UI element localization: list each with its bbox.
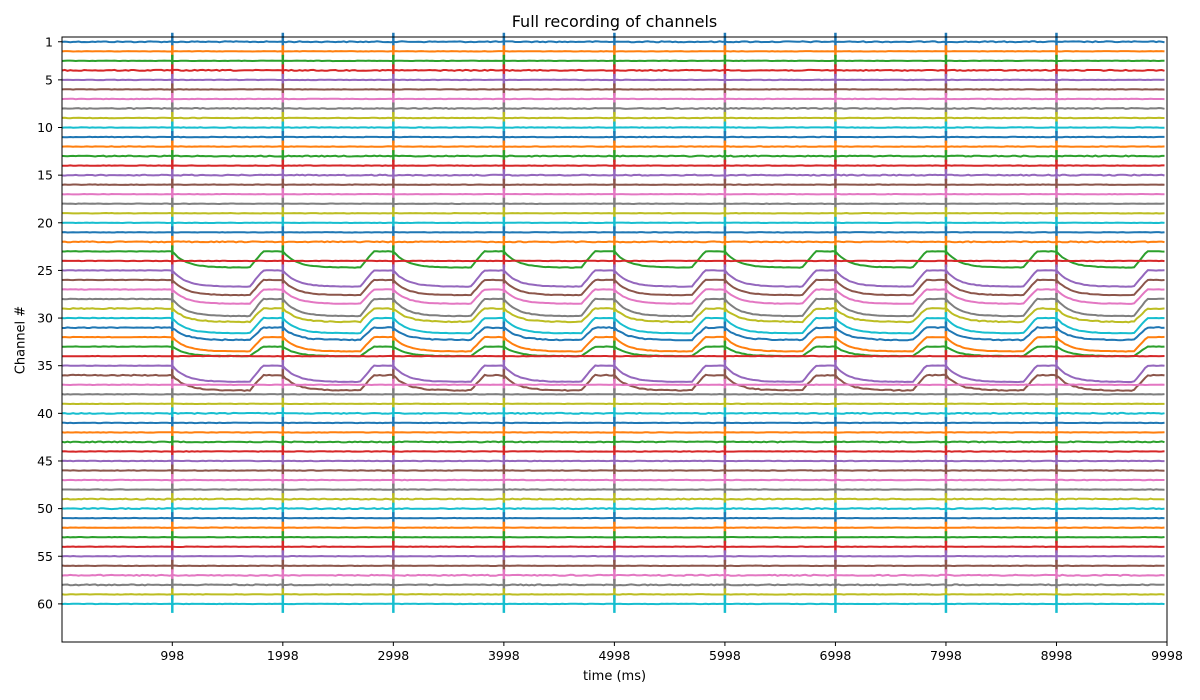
y-tick-label: 1 bbox=[45, 34, 53, 49]
x-tick-label: 8998 bbox=[1041, 648, 1073, 663]
y-tick-label: 20 bbox=[37, 215, 53, 230]
y-tick-label: 60 bbox=[37, 596, 53, 611]
x-tick-label: 6998 bbox=[820, 648, 852, 663]
x-tick-label: 7998 bbox=[930, 648, 962, 663]
y-tick-label: 55 bbox=[37, 549, 53, 564]
y-tick-label: 45 bbox=[37, 453, 53, 468]
y-tick-label: 30 bbox=[37, 311, 53, 326]
chart-title: Full recording of channels bbox=[511, 12, 718, 31]
y-axis-label: Channel # bbox=[13, 305, 29, 375]
y-tick-label: 25 bbox=[37, 263, 53, 278]
x-tick-label: 998 bbox=[160, 648, 184, 663]
x-tick-label: 1998 bbox=[267, 648, 299, 663]
x-tick-label: 9998 bbox=[1151, 648, 1183, 663]
y-tick-label: 35 bbox=[37, 358, 53, 373]
x-tick-label: 4998 bbox=[598, 648, 630, 663]
y-tick-label: 5 bbox=[45, 72, 53, 87]
y-tick-label: 10 bbox=[37, 120, 53, 135]
x-tick-label: 2998 bbox=[377, 648, 409, 663]
x-axis-label: time (ms) bbox=[582, 669, 647, 684]
y-tick-label: 50 bbox=[37, 501, 53, 516]
x-tick-label: 5998 bbox=[709, 648, 741, 663]
y-tick-label: 40 bbox=[37, 406, 53, 421]
y-tick-label: 15 bbox=[37, 168, 53, 183]
x-tick-label: 3998 bbox=[488, 648, 520, 663]
